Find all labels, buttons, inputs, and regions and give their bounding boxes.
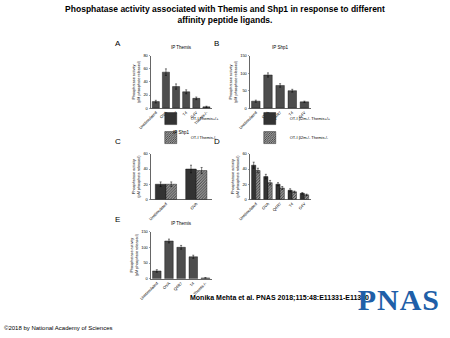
html-text:©2018 by National Academy of S: ©2018 by National Academy of Sciences bbox=[4, 325, 113, 331]
svg-text:60: 60 bbox=[143, 151, 148, 156]
svg-text:Themis-/-: Themis-/- bbox=[193, 110, 209, 126]
svg-text:Unstimulated: Unstimulated bbox=[238, 110, 258, 130]
svg-text:20: 20 bbox=[143, 182, 148, 187]
svg-text:D: D bbox=[214, 137, 220, 146]
svg-text:Q4R7: Q4R7 bbox=[172, 280, 183, 291]
svg-text:40: 40 bbox=[242, 166, 247, 171]
svg-text:80: 80 bbox=[143, 53, 148, 58]
html-text:Phosphatase activity associate: Phosphatase activity associated with The… bbox=[65, 4, 385, 25]
svg-text:0: 0 bbox=[146, 106, 149, 111]
svg-text:B: B bbox=[214, 39, 219, 48]
svg-text:OT-I β2m-/- Themis-/-: OT-I β2m-/- Themis-/- bbox=[290, 135, 329, 140]
svg-text:OT-I Themis-/-: OT-I Themis-/- bbox=[191, 135, 217, 140]
svg-text:Unstimulated: Unstimulated bbox=[238, 201, 258, 221]
svg-text:G4V: G4V bbox=[189, 110, 199, 120]
svg-text:0: 0 bbox=[245, 197, 248, 202]
svg-text:50: 50 bbox=[242, 88, 247, 93]
html-text:Monika Mehta et al. PNAS 2018;: Monika Mehta et al. PNAS 2018;115:48:E11… bbox=[190, 294, 369, 301]
svg-text:0: 0 bbox=[146, 197, 149, 202]
svg-text:Phosphatase activity(pM phosph: Phosphatase activity(pM phosphate releas… bbox=[132, 60, 141, 103]
svg-text:Phosphatase activity(pM phosph: Phosphatase activity(pM phosphate releas… bbox=[132, 155, 141, 198]
svg-text:IP Themis: IP Themis bbox=[171, 45, 192, 50]
svg-text:IP Themis: IP Themis bbox=[171, 221, 192, 226]
svg-text:OVA: OVA bbox=[162, 281, 172, 291]
svg-text:50: 50 bbox=[143, 260, 148, 265]
svg-text:60: 60 bbox=[242, 151, 247, 156]
svg-text:OT-I β2m-/- Themis+/+: OT-I β2m-/- Themis+/+ bbox=[290, 116, 331, 121]
svg-text:Q4R7: Q4R7 bbox=[271, 201, 282, 212]
svg-text:40: 40 bbox=[143, 79, 148, 84]
svg-text:T4: T4 bbox=[181, 110, 188, 117]
svg-text:OVA: OVA bbox=[261, 201, 271, 211]
svg-text:Unstimulated: Unstimulated bbox=[138, 110, 158, 130]
svg-text:100: 100 bbox=[240, 71, 247, 76]
svg-text:A: A bbox=[115, 39, 121, 48]
html-text:PNAS: PNAS bbox=[357, 283, 440, 316]
svg-text:20: 20 bbox=[242, 182, 247, 187]
svg-text:0: 0 bbox=[245, 106, 248, 111]
svg-text:Phosphatase activity(pM phosph: Phosphatase activity(pM phosphate releas… bbox=[229, 60, 238, 103]
svg-text:T4: T4 bbox=[288, 201, 295, 208]
svg-text:Phosphatase activity(pM phosph: Phosphatase activity(pM phosphate releas… bbox=[130, 233, 139, 276]
svg-text:G4V: G4V bbox=[297, 110, 307, 120]
svg-text:Themis-/-: Themis-/- bbox=[192, 280, 208, 296]
svg-text:IP Shp1: IP Shp1 bbox=[272, 45, 288, 50]
svg-text:0: 0 bbox=[146, 276, 149, 281]
svg-text:Unstimulated: Unstimulated bbox=[139, 281, 159, 301]
svg-text:E: E bbox=[115, 215, 120, 224]
svg-text:OVA: OVA bbox=[189, 201, 199, 211]
svg-text:150: 150 bbox=[240, 53, 247, 58]
svg-text:OVA: OVA bbox=[158, 110, 169, 120]
svg-text:IP Shp1: IP Shp1 bbox=[173, 130, 189, 135]
svg-text:G4V: G4V bbox=[297, 201, 306, 210]
svg-text:Unstimulated: Unstimulated bbox=[148, 201, 168, 221]
svg-text:C: C bbox=[115, 137, 121, 146]
svg-text:150: 150 bbox=[141, 229, 148, 234]
svg-text:100: 100 bbox=[141, 245, 148, 250]
svg-text:40: 40 bbox=[143, 166, 148, 171]
svg-text:T4: T4 bbox=[189, 280, 196, 287]
svg-text:Q4R7: Q4R7 bbox=[271, 110, 283, 122]
svg-text:60: 60 bbox=[143, 66, 148, 71]
svg-text:OT-I Themis+/+: OT-I Themis+/+ bbox=[191, 116, 219, 121]
svg-text:20: 20 bbox=[143, 92, 148, 97]
svg-text:Phosphatase activity(pM phosph: Phosphatase activity(pM phosphate releas… bbox=[231, 155, 240, 198]
svg-text:T4: T4 bbox=[287, 110, 295, 117]
